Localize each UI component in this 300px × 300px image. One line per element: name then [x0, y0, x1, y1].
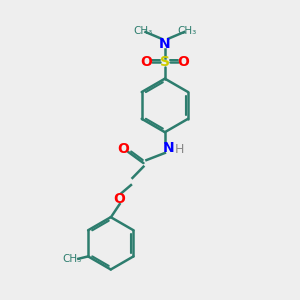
Text: O: O: [114, 192, 126, 206]
Text: CH₃: CH₃: [178, 26, 197, 35]
Text: CH₃: CH₃: [62, 254, 81, 264]
Text: N: N: [163, 141, 174, 154]
Text: S: S: [160, 55, 170, 69]
Text: O: O: [177, 55, 189, 69]
Text: O: O: [118, 142, 130, 156]
Text: H: H: [174, 143, 184, 156]
Text: CH₃: CH₃: [133, 26, 152, 35]
Text: O: O: [140, 55, 152, 69]
Text: N: N: [159, 37, 171, 51]
